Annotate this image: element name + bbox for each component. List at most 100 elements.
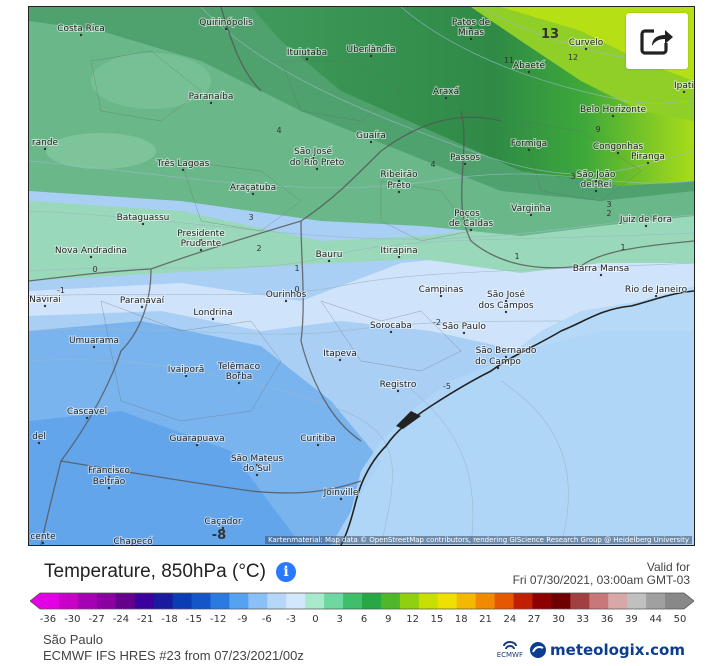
city-label: de Caldas [449,219,494,229]
scale-swatch [153,593,174,609]
scale-swatch [589,593,609,609]
weather-map[interactable]: Costa Rica Quirinópolis Patos de Minas Curve… [28,6,695,546]
scale-tick-label: 50 [673,614,687,625]
isotherm-value: 2 [606,209,611,218]
city-dot [584,47,588,51]
city-dot [611,114,615,118]
scale-swatch [286,593,306,609]
city-label: Paranavaí [120,296,165,306]
city-dot [43,147,47,151]
city-label: Varginha [511,204,551,214]
scale-tick-label: 27 [527,614,541,625]
city-dot [496,366,500,370]
valid-time-block: Valid for Fri 07/30/2021, 03:00am GMT-03 [513,561,690,587]
scale-swatch [40,593,60,609]
city-dot [389,330,393,334]
city-dot [43,304,47,308]
scale-swatch [532,593,552,609]
isotherm-value: 9 [595,125,600,134]
city-dot [315,167,319,171]
scale-tick-label: 0 [312,614,319,625]
map-attribution: Kartenmaterial: Map data © OpenStreetMap… [265,536,692,544]
city-label: Joinville [323,488,359,498]
city-label: Ribeirão [380,170,418,180]
city-label: São Mateus [231,454,284,464]
city-label: Chapecó [113,536,153,545]
city-dot [444,96,448,100]
mint-zone [29,201,694,281]
scale-swatch [96,593,117,609]
city-label: Patos de [452,18,491,28]
isotherm-value: 0 [294,285,299,294]
city-dot [92,345,96,349]
city-label: do Sul [243,464,271,474]
city-dot [199,248,203,252]
scale-swatch [191,593,211,609]
city-dot [311,156,315,160]
city-label: Francisco [88,466,131,476]
scale-tick-label: 3 [336,614,343,625]
share-icon [640,26,674,55]
city-label: Sorocaba [370,321,412,331]
city-label: del [32,432,46,442]
scale-swatch [58,593,79,609]
isotherm-value: -2 [433,318,441,327]
city-label: Ourinhos [266,290,307,300]
scale-swatch [380,593,401,609]
city-label: Caçador [204,517,241,527]
model-label: ECMWF IFS HRES #23 from 07/23/2021/00z [43,648,304,663]
scale-tick-label: -27 [88,614,105,625]
scale-swatch [77,593,98,609]
scale-tick-label: -3 [286,614,297,625]
isotherm-value: 4 [276,126,281,135]
scale-swatch [134,593,155,609]
city-dot [599,273,603,277]
city-label: Poços [454,209,480,219]
city-label: Curitiba [300,434,335,444]
scale-tick-label: 12 [406,614,419,625]
location-label: São Paulo [43,632,103,647]
scale-swatch [267,593,287,609]
city-dot [184,374,188,378]
isotherm-value: 0 [92,265,97,274]
city-label: Passos [450,153,480,163]
city-label: Três Lagoas [156,158,210,169]
isotherm-value: 3 [248,213,253,222]
scale-swatch [646,593,666,609]
scale-swatch [665,593,685,609]
city-label: Costa Rica [57,24,105,34]
scale-swatch [172,593,193,609]
city-dot [504,310,508,314]
city-label: Londrina [193,308,232,318]
city-label: do Rio Preto [290,158,345,168]
valid-time: Fri 07/30/2021, 03:00am GMT-03 [512,573,690,587]
meteologix-logo[interactable]: meteologix.com [529,641,685,659]
city-dot [85,416,89,420]
city-dot [327,259,331,263]
scale-tick-label: -30 [64,614,81,625]
isotherm-value: -8 [212,528,226,543]
ecmwf-icon [502,641,517,650]
scale-tick-label: -6 [261,614,272,625]
scale-tick-label: -21 [137,614,154,625]
city-dot [397,255,401,259]
scale-tick-label: 18 [454,614,468,625]
city-dot [237,371,241,375]
scale-swatch [627,593,647,609]
city-label: Formiga [511,139,547,149]
isotherm-value: -1 [57,286,65,295]
scale-swatch [343,593,363,609]
scale-swatch [418,593,439,609]
city-dot [107,475,111,479]
city-label: Umuarama [69,336,119,346]
info-icon[interactable]: i [275,562,296,582]
city-dot [369,54,373,58]
city-dot [199,238,203,242]
scale-swatch [475,593,496,609]
city-label: Guarapuava [169,434,224,444]
share-button[interactable] [626,13,688,69]
city-dot [316,443,320,447]
isotherm-value: 2 [256,244,261,253]
city-dot [644,224,648,228]
